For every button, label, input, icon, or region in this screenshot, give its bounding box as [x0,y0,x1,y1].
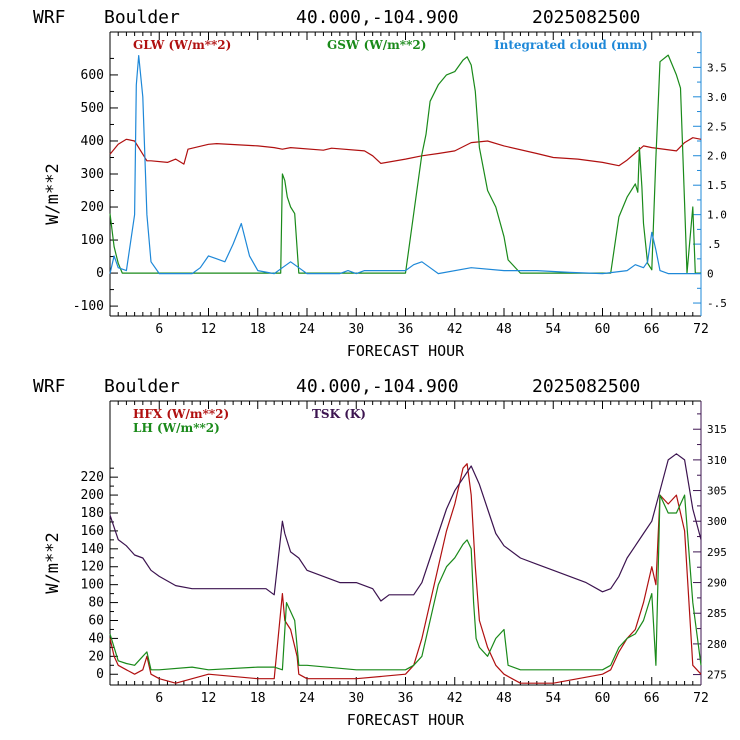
header-model: WRF [33,376,66,397]
x-tick-label: 18 [250,322,266,337]
x-tick-label: 18 [250,691,266,706]
y-tick-label: 140 [81,542,104,557]
x-tick-label: 12 [201,691,217,706]
y-tick-label: 160 [81,524,104,539]
y2-tick-label: 300 [707,515,727,528]
y2-tick-label: 290 [707,577,727,590]
y-tick-label: 600 [81,68,104,83]
legend-entry: TSK (K) [312,407,366,421]
y-tick-label: 100 [81,578,104,593]
header-date: 2025082500 [532,7,640,28]
x-tick-label: 48 [496,322,512,337]
y-axis-label: W/m**2 [43,532,63,593]
x-tick-label: 30 [348,322,364,337]
y2-tick-label: .5 [707,238,720,251]
header-location: Boulder [104,7,180,28]
y-tick-label: 100 [81,233,104,248]
y2-tick-label: 3.5 [707,61,727,74]
x-tick-label: 6 [155,322,163,337]
y2-tick-label: 2.0 [707,150,727,163]
x-axis-label: FORECAST HOUR [347,711,465,729]
x-tick-label: 66 [644,322,660,337]
x-tick-label: 6 [155,691,163,706]
y2-tick-label: 3.0 [707,91,727,104]
y-tick-label: 400 [81,134,104,149]
y-axis-label: W/m**2 [43,163,63,224]
y2-tick-label: 285 [707,607,727,620]
y2-tick-label: 310 [707,454,727,467]
y-tick-label: 80 [88,596,104,611]
x-tick-label: 54 [545,322,561,337]
header-coords: 40.000,-104.900 [296,376,459,397]
y-tick-label: 60 [88,613,104,628]
chart-panel-1: WRF Boulder 40.000,-104.900 2025082500 6 12 18… [33,7,727,360]
x-tick-label: 42 [447,691,463,706]
x-tick-label: 24 [299,691,315,706]
y2-tick-label: 1.5 [707,179,727,192]
series-line-3 [109,453,702,602]
y-tick-label: 0 [96,266,104,281]
x-tick-label: 54 [545,691,561,706]
x-tick-label: 24 [299,322,315,337]
header-date: 2025082500 [532,376,640,397]
series-line-3 [109,54,701,275]
y-tick-label: 500 [81,101,104,116]
legend-entry: GLW (W/m**2) [133,38,231,52]
y-tick-label: 0 [96,667,104,682]
legend-entry: HFX (W/m**2) [133,407,229,421]
y2-tick-label: 275 [707,669,727,682]
header-location: Boulder [104,376,180,397]
y-tick-label: 220 [81,470,104,485]
x-tick-label: 36 [398,322,414,337]
header-coords: 40.000,-104.900 [296,7,459,28]
y2-tick-label: 315 [707,423,727,436]
x-tick-label: 60 [595,322,611,337]
series-line-2 [109,54,701,274]
x-tick-label: 72 [693,691,709,706]
x-tick-label: 36 [398,691,414,706]
header-model: WRF [33,7,66,28]
x-tick-label: 72 [693,322,709,337]
y-tick-label: 300 [81,167,104,182]
y-tick-label: 200 [81,488,104,503]
y2-tick-label: 2.5 [707,120,727,133]
series-line-2 [109,494,702,671]
chart-panel-2: WRF Boulder 40.000,-104.900 2025082500 6 12 18… [33,376,727,729]
y2-tick-label: 305 [707,485,727,498]
legend-entry: GSW (W/m**2) [327,38,426,52]
x-tick-label: 12 [201,322,217,337]
y2-tick-label: 280 [707,638,727,651]
y2-tick-label: 1.0 [707,209,727,222]
x-axis-label: FORECAST HOUR [347,342,465,360]
y-tick-label: 200 [81,200,104,215]
x-tick-label: 42 [447,322,463,337]
y2-tick-label: 295 [707,546,727,559]
y-tick-label: -100 [73,299,104,314]
x-tick-label: 66 [644,691,660,706]
x-tick-label: 48 [496,691,512,706]
y2-tick-label: 0 [707,268,714,281]
x-tick-label: 60 [595,691,611,706]
y-tick-label: 40 [88,631,104,646]
series-line-1 [109,137,702,167]
legend-entry: Integrated cloud (mm) [494,38,648,52]
y2-tick-label: -.5 [707,297,727,310]
y-tick-label: 180 [81,506,104,521]
y-tick-label: 120 [81,560,104,575]
series-line-1 [109,463,702,684]
x-tick-label: 30 [348,691,364,706]
legend-entry: LH (W/m**2) [133,421,220,435]
y-tick-label: 20 [88,649,104,664]
